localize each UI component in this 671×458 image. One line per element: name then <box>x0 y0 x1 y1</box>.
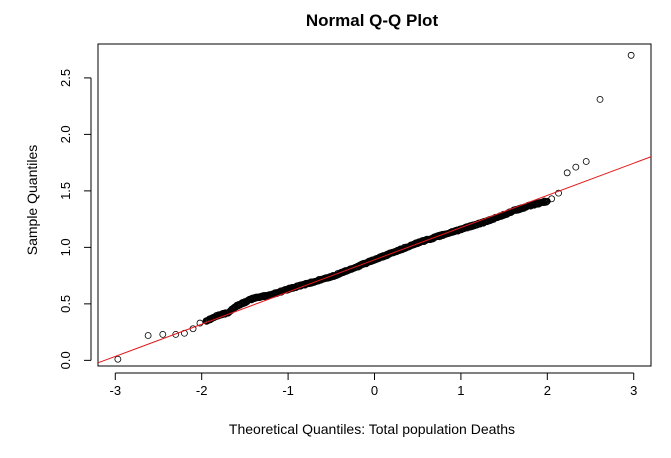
sample-point <box>563 169 571 177</box>
x-tick-label: 0 <box>371 383 378 398</box>
sample-point <box>159 330 167 338</box>
y-axis-label: Sample Quantiles <box>24 145 40 256</box>
x-tick-label: -1 <box>282 383 294 398</box>
x-tick-label: 1 <box>457 383 464 398</box>
sample-point <box>555 189 562 197</box>
plot-area-frame <box>97 43 652 367</box>
sample-point <box>596 95 604 103</box>
sample-point <box>172 330 180 338</box>
sample-point <box>196 319 204 327</box>
sample-point <box>360 260 368 268</box>
sample-point <box>572 163 580 171</box>
x-tick-label: -3 <box>110 383 122 398</box>
x-axis: -3 -2 -1 0 1 2 3 <box>110 372 637 398</box>
sample-point <box>582 158 590 165</box>
x-axis-label: Theoretical Quantiles: Total population … <box>229 421 515 437</box>
x-tick-label: -2 <box>196 383 208 398</box>
y-tick-label: 0.0 <box>58 351 73 369</box>
sample-point <box>548 195 556 203</box>
sample-point <box>144 332 152 339</box>
y-tick-label: 1.5 <box>58 182 73 200</box>
chart-title: Normal Q-Q Plot <box>306 11 439 30</box>
y-tick-label: 0.5 <box>58 295 73 313</box>
y-tick-label: 2.5 <box>58 69 73 87</box>
sample-point <box>395 247 403 255</box>
sample-point <box>627 51 635 59</box>
x-tick-label: 2 <box>544 383 551 398</box>
sample-point <box>543 198 551 206</box>
y-tick-label: 1.0 <box>58 238 73 256</box>
sample-points <box>114 51 635 363</box>
x-tick-label: 3 <box>630 383 637 398</box>
sample-point <box>114 355 122 363</box>
y-axis: 0.0 0.5 1.0 1.5 2.0 2.5 <box>58 69 92 369</box>
reference-line <box>97 156 652 364</box>
y-tick-label: 2.0 <box>58 125 73 143</box>
